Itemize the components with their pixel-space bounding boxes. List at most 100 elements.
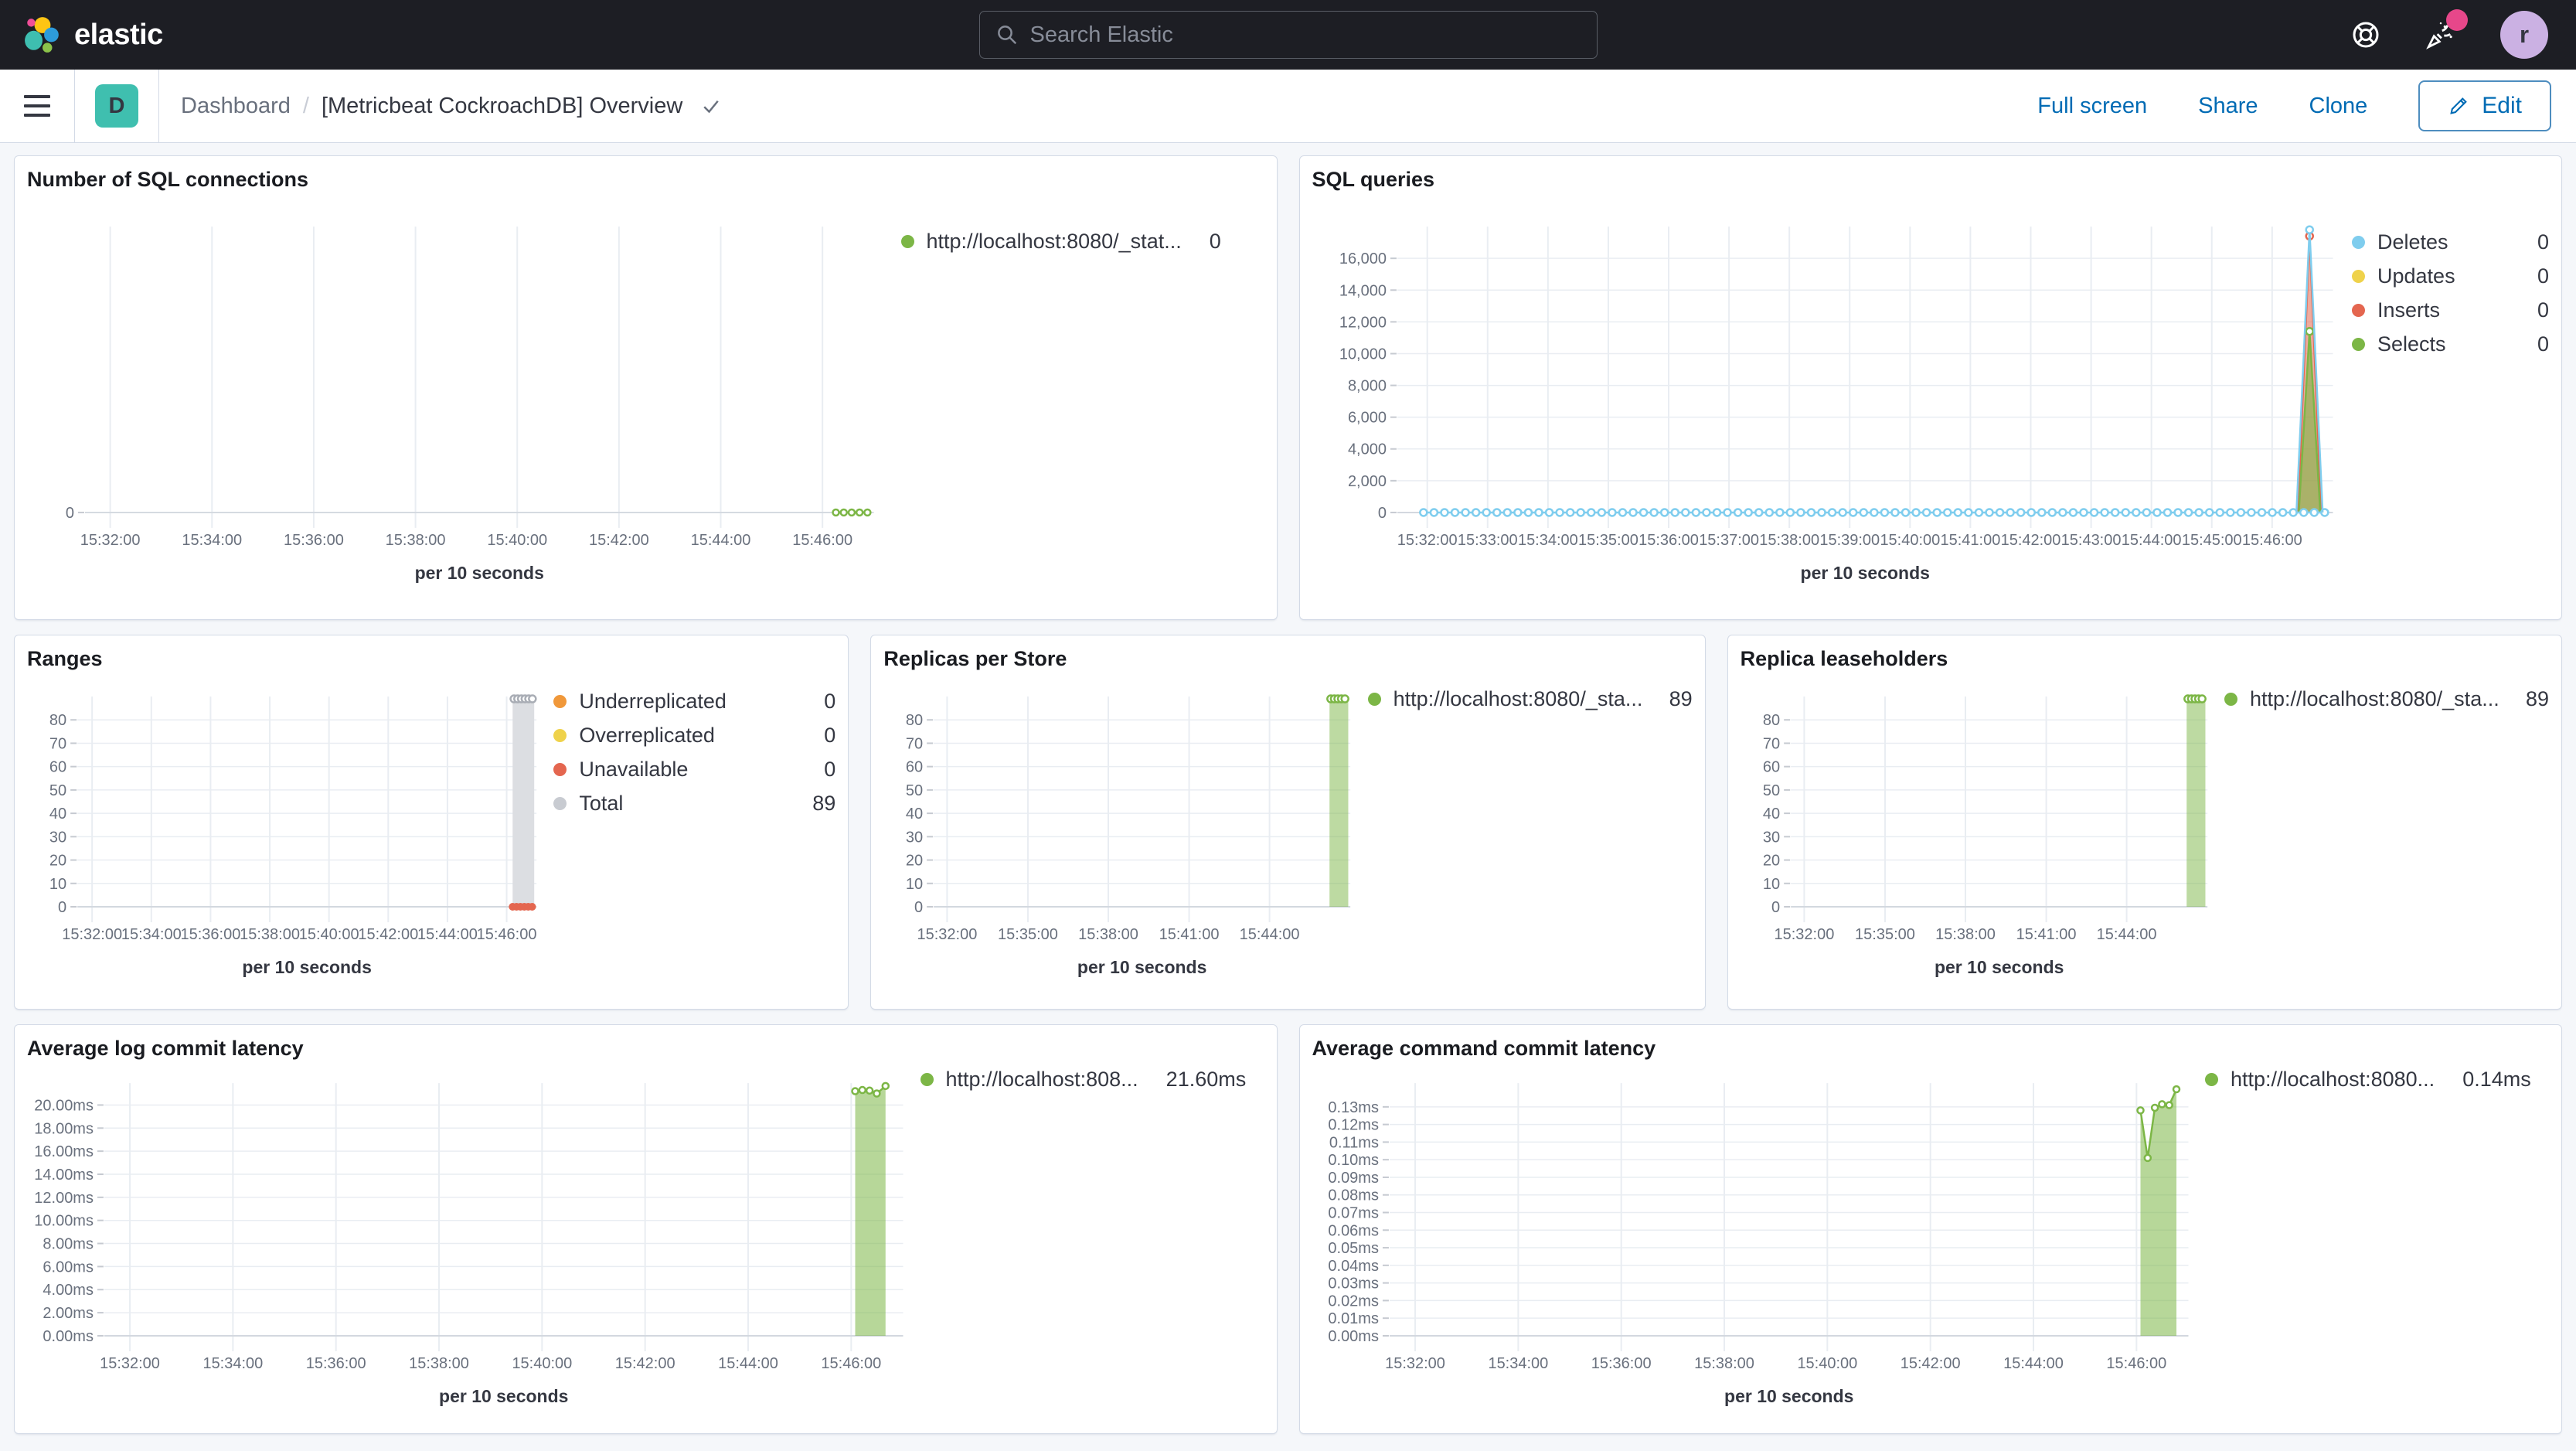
space-badge[interactable]: D: [95, 84, 138, 128]
chart-legend: http://localhost:8080/_sta... 89: [2224, 676, 2549, 998]
legend-swatch-icon: [2352, 303, 2365, 317]
svg-text:80: 80: [906, 712, 923, 729]
ranges-chart[interactable]: 0 10 20 30 40 50 60 70 80 15:32:00 15:34:00 15:36:0…: [27, 676, 553, 998]
search-input[interactable]: [1029, 22, 1581, 48]
avg-command-commit-latency-chart[interactable]: 0.00ms 0.01ms 0.02ms 0.03ms 0.04ms 0.05ms 0.06…: [1312, 1066, 2206, 1422]
legend-item[interactable]: http://localhost:8080/_sta... 89: [1367, 687, 1693, 711]
svg-text:15:38:00: 15:38:00: [1694, 1355, 1754, 1372]
panel-avg-log-commit-latency: Average log commit latency 0.00ms 2.00ms 4…: [14, 1024, 1278, 1434]
svg-text:15:35:00: 15:35:00: [998, 926, 1058, 943]
legend-value: 0: [2537, 298, 2549, 322]
chart-legend: Underreplicated 0 Overreplicated 0 Unavailab…: [553, 676, 835, 998]
svg-text:0.12ms: 0.12ms: [1328, 1117, 1379, 1134]
party-popper-icon: [2425, 19, 2457, 51]
legend-item[interactable]: Underreplicated 0: [553, 684, 835, 718]
legend-value: 0: [2537, 264, 2549, 288]
svg-text:15:44:00: 15:44:00: [2003, 1355, 2064, 1372]
sql-connections-chart[interactable]: 0 15:32:00 15:34:00 15:36:00 15:38:00 15:40:0…: [27, 197, 901, 608]
legend-item[interactable]: http://localhost:8080/_stat... 0: [900, 230, 1264, 254]
legend-value: 0: [824, 723, 836, 747]
svg-text:0.03ms: 0.03ms: [1328, 1276, 1379, 1293]
legend-item[interactable]: Selects 0: [2352, 327, 2549, 361]
svg-text:4.00ms: 4.00ms: [43, 1282, 94, 1299]
legend-item[interactable]: Updates 0: [2352, 259, 2549, 293]
svg-text:30: 30: [1763, 829, 1780, 846]
svg-text:15:44:00: 15:44:00: [417, 926, 478, 943]
svg-text:0.00ms: 0.00ms: [43, 1328, 94, 1345]
panel-title: Number of SQL connections: [27, 168, 309, 191]
svg-text:0.05ms: 0.05ms: [1328, 1240, 1379, 1257]
legend-item[interactable]: http://localhost:8080/_sta... 89: [2224, 687, 2549, 711]
svg-text:70: 70: [906, 735, 923, 752]
avg-log-commit-latency-chart[interactable]: 0.00ms 2.00ms 4.00ms 6.00ms 8.00ms 10.00ms 12.…: [27, 1066, 920, 1422]
svg-text:15:40:00: 15:40:00: [512, 1355, 572, 1372]
legend-swatch-icon: [920, 1073, 934, 1086]
svg-text:20: 20: [49, 853, 66, 870]
legend-value: 0: [2537, 332, 2549, 356]
legend-item[interactable]: Deletes 0: [2352, 225, 2549, 259]
legend-label: Unavailable: [579, 757, 689, 781]
svg-text:16,000: 16,000: [1339, 250, 1386, 267]
svg-text:10: 10: [906, 876, 923, 893]
share-button[interactable]: Share: [2198, 93, 2258, 118]
svg-text:0: 0: [58, 899, 66, 916]
full-screen-button[interactable]: Full screen: [2037, 93, 2148, 118]
svg-text:0.10ms: 0.10ms: [1328, 1152, 1379, 1169]
svg-text:18.00ms: 18.00ms: [34, 1120, 94, 1137]
svg-text:per 10 seconds: per 10 seconds: [439, 1386, 568, 1406]
svg-text:6.00ms: 6.00ms: [43, 1259, 94, 1276]
svg-text:40: 40: [49, 806, 66, 823]
svg-text:15:39:00: 15:39:00: [1819, 532, 1880, 549]
top-header: elastic: [0, 0, 2576, 70]
legend-item[interactable]: http://localhost:808... 21.60ms: [920, 1068, 1264, 1092]
elastic-logo[interactable]: elastic: [23, 15, 163, 54]
help-button[interactable]: [2350, 19, 2381, 50]
news-button[interactable]: [2425, 9, 2468, 51]
clone-button[interactable]: Clone: [2309, 93, 2368, 118]
svg-text:15:38:00: 15:38:00: [240, 926, 300, 943]
legend-item[interactable]: Overreplicated 0: [553, 718, 835, 752]
breadcrumb-dashboard-link[interactable]: Dashboard: [181, 93, 291, 118]
legend-label: Updates: [2377, 264, 2455, 288]
svg-text:15:38:00: 15:38:00: [1759, 532, 1819, 549]
legend-label: http://localhost:8080/_sta...: [2250, 687, 2498, 710]
sql-queries-chart[interactable]: 0 2,000 4,000 6,000 8,000 10,000 12,000 14,000 1…: [1312, 197, 2353, 608]
svg-text:10: 10: [1763, 876, 1780, 893]
panel-title: Average command commit latency: [1312, 1037, 1656, 1060]
dashboard-grid: Number of SQL connections 0 15:32:00 15:34…: [0, 143, 2576, 1446]
legend-swatch-icon: [1367, 693, 1381, 706]
svg-text:20: 20: [906, 853, 923, 870]
legend-value: 89: [1669, 687, 1693, 710]
elastic-logo-icon: [23, 15, 62, 54]
replicas-per-store-chart[interactable]: 0 10 20 30 40 50 60 70 80 15:32:00 15:35:00 15:38:0…: [883, 676, 1367, 998]
svg-text:15:36:00: 15:36:00: [180, 926, 240, 943]
svg-text:15:44:00: 15:44:00: [718, 1355, 778, 1372]
replica-leaseholders-chart[interactable]: 0 10 20 30 40 50 60 70 80 15:32:00 15:35:00 15:38:0…: [1741, 676, 2224, 998]
panel-title: SQL queries: [1312, 168, 1435, 191]
svg-text:2,000: 2,000: [1347, 473, 1386, 490]
legend-item[interactable]: http://localhost:8080... 0.14ms: [2205, 1068, 2549, 1092]
chart-legend: http://localhost:8080... 0.14ms: [2205, 1066, 2549, 1422]
avatar[interactable]: r: [2500, 11, 2548, 59]
svg-text:15:32:00: 15:32:00: [62, 926, 122, 943]
edit-button[interactable]: Edit: [2418, 80, 2551, 131]
global-search[interactable]: [978, 11, 1598, 59]
svg-text:0: 0: [914, 899, 923, 916]
breadcrumb: Dashboard / [Metricbeat CockroachDB] Ove…: [181, 94, 723, 119]
title-check-icon[interactable]: [699, 94, 723, 118]
svg-text:15:32:00: 15:32:00: [1774, 926, 1834, 943]
svg-text:15:38:00: 15:38:00: [409, 1355, 469, 1372]
panel-title: Replica leaseholders: [1740, 647, 1948, 670]
svg-text:15:44:00: 15:44:00: [1240, 926, 1300, 943]
legend-item[interactable]: Inserts 0: [2352, 293, 2549, 327]
svg-text:4,000: 4,000: [1347, 441, 1386, 458]
svg-text:15:36:00: 15:36:00: [306, 1355, 366, 1372]
svg-text:60: 60: [1763, 759, 1780, 776]
menu-icon[interactable]: [0, 70, 74, 142]
legend-item[interactable]: Total 89: [553, 786, 835, 820]
svg-text:15:41:00: 15:41:00: [2016, 926, 2076, 943]
legend-value: 0: [824, 757, 836, 781]
legend-item[interactable]: Unavailable 0: [553, 752, 835, 786]
svg-text:60: 60: [49, 759, 66, 776]
legend-swatch-icon: [553, 694, 567, 708]
